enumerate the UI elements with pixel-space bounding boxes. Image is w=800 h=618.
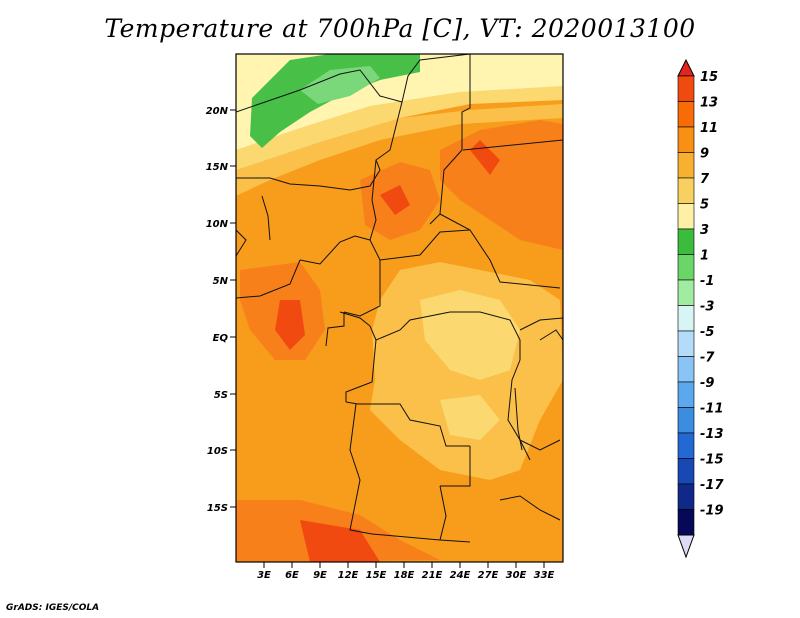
colorbar-label: -17	[700, 478, 724, 493]
longitude-labels: 3E 6E 9E 12E 15E 18E 21E 24E 27E 30E 33E	[257, 570, 554, 581]
colorbar-swatch	[677, 509, 695, 536]
colorbar-label: -11	[700, 402, 724, 417]
colorbar-top-arrow	[677, 58, 695, 77]
colorbar-label: -13	[700, 427, 724, 442]
lon-label: 18E	[394, 570, 415, 581]
lon-label: 12E	[338, 570, 359, 581]
colorbar-label: 1	[700, 249, 709, 264]
colorbar-swatch	[677, 101, 695, 128]
colorbar-swatch	[677, 228, 695, 255]
colorbar-label: 3	[700, 223, 709, 238]
country-borders	[236, 54, 563, 543]
colorbar-swatch	[677, 483, 695, 510]
colorbar-swatch	[677, 75, 695, 102]
temperature-field	[236, 54, 563, 562]
lat-label: 15N	[206, 162, 229, 173]
lon-label: 15E	[366, 570, 387, 581]
colorbar-label: -5	[700, 325, 714, 340]
colorbar-label: 9	[700, 147, 709, 162]
map-frame	[235, 53, 564, 563]
colorbar-label: -1	[700, 274, 714, 289]
lon-label: 33E	[534, 570, 555, 581]
colorbar-label: -19	[700, 504, 724, 519]
lon-label: 21E	[422, 570, 443, 581]
colorbar-swatch	[677, 305, 695, 332]
lon-label: 27E	[478, 570, 499, 581]
colorbar-label: -9	[700, 376, 714, 391]
lat-label: 10N	[206, 219, 229, 230]
lat-label: 20N	[206, 106, 229, 117]
colorbar-swatch	[677, 177, 695, 204]
footer-credit: GrADS: IGES/COLA	[6, 603, 100, 613]
colorbar-swatch	[677, 458, 695, 485]
colorbar-label: -15	[700, 453, 724, 468]
colorbar-swatch	[677, 126, 695, 153]
axis-ticks	[230, 109, 545, 568]
colorbar-label: -7	[700, 351, 715, 366]
lon-label: 6E	[285, 570, 299, 581]
colorbar: 15 13 11 9 7 5 3 1 -1 -3 -5 -7 -9 -11 -13 -15 -17 -19	[677, 58, 724, 559]
colorbar-label: 11	[700, 121, 718, 136]
lon-label: 3E	[257, 570, 271, 581]
colorbar-label: 5	[700, 198, 709, 213]
colorbar-label: 15	[700, 70, 718, 85]
colorbar-label: 13	[700, 96, 718, 111]
colorbar-swatch	[677, 407, 695, 434]
colorbar-swatch	[677, 330, 695, 357]
colorbar-label: -3	[700, 300, 714, 315]
colorbar-swatch	[677, 203, 695, 230]
lat-label: 5S	[214, 390, 228, 401]
colorbar-swatch	[677, 381, 695, 408]
colorbar-label: 7	[700, 172, 710, 187]
colorbar-swatch	[677, 356, 695, 383]
colorbar-swatch	[677, 432, 695, 459]
lat-label: 15S	[207, 503, 228, 514]
colorbar-swatch	[677, 152, 695, 179]
lat-label: 10S	[207, 446, 228, 457]
lon-label: 30E	[506, 570, 527, 581]
lat-label: 5N	[213, 276, 229, 287]
lon-label: 24E	[450, 570, 471, 581]
colorbar-bottom-arrow	[677, 534, 695, 559]
lat-label: EQ	[213, 333, 229, 344]
map-title: Temperature at 700hPa [C], VT: 202001310…	[104, 14, 696, 43]
latitude-labels: 20N 15N 10N 5N EQ 5S 10S 15S	[206, 106, 229, 514]
colorbar-swatch	[677, 254, 695, 281]
colorbar-swatch	[677, 279, 695, 306]
lon-label: 9E	[313, 570, 327, 581]
